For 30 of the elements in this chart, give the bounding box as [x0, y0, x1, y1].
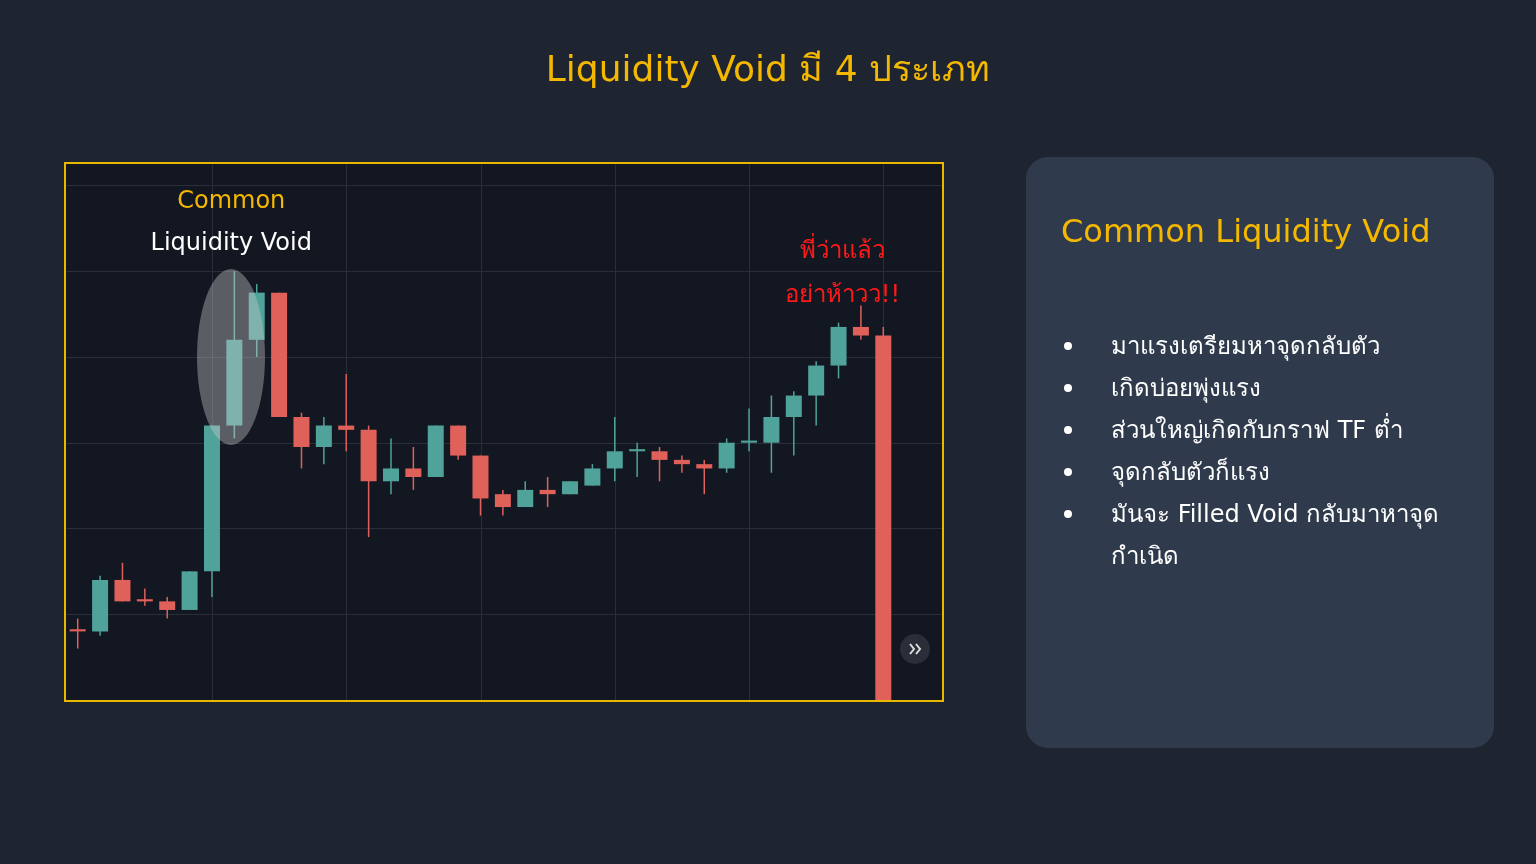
candlestick [696, 459, 713, 495]
annotation: อย่าห้าวว!! [783, 279, 901, 310]
candlestick [584, 463, 601, 487]
candlestick [852, 304, 869, 341]
candlestick [785, 390, 802, 457]
candlestick [517, 480, 534, 508]
candlestick [673, 454, 690, 474]
text: เกิดบ่อยพุ่งแรง [1111, 374, 1261, 402]
candlestick [405, 446, 422, 491]
candlestick [159, 596, 176, 620]
candlestick [114, 562, 131, 603]
text: Common [176, 186, 287, 214]
text: Common Liquidity Void [1061, 212, 1431, 250]
text: จุดกลับตัวก็แรง [1111, 458, 1270, 486]
text: พี่ว่าแล้ว [798, 232, 886, 266]
chart-title: Liquidity Void มี 4 ประเภท [544, 47, 992, 91]
candlestick [315, 416, 332, 465]
candlestick [741, 407, 758, 453]
text: มาแรงเตรียมหาจุดกลับตัว [1111, 332, 1380, 360]
candlestick [606, 416, 623, 483]
candlestick [338, 373, 355, 453]
text: มันจะ Filled Void กลับมาหาจุดกำเนิด [1111, 500, 1440, 570]
candlestick [494, 489, 511, 517]
candlestick [69, 617, 86, 650]
candlestick [629, 441, 646, 478]
candlestick [136, 587, 153, 607]
candlestick [382, 437, 399, 495]
candlestick [651, 446, 668, 483]
candlestick [539, 476, 556, 508]
text: Liquidity Void [149, 228, 313, 256]
